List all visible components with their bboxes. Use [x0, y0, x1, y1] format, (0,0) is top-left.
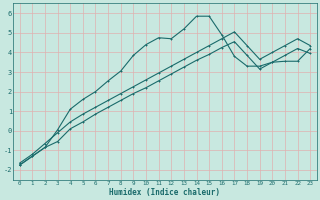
X-axis label: Humidex (Indice chaleur): Humidex (Indice chaleur): [109, 188, 220, 197]
